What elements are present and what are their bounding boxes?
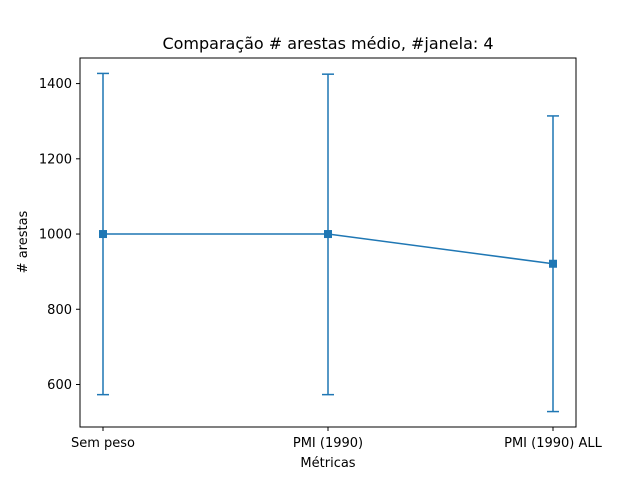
x-tick-label: PMI (1990) ALL: [504, 436, 603, 451]
x-tick-label: Sem peso: [71, 436, 135, 451]
y-tick-label: 1000: [39, 228, 72, 243]
y-tick-label: 1200: [39, 152, 72, 167]
y-tick-label: 800: [47, 303, 72, 318]
data-point: [324, 230, 332, 239]
y-tick-label: 1400: [39, 77, 72, 92]
x-tick-label: PMI (1990): [293, 436, 363, 451]
data-point: [549, 259, 557, 268]
chart-title: Comparação # arestas médio, #janela: 4: [162, 34, 493, 53]
data-point: [99, 230, 107, 239]
x-axis-ticks: Sem peso PMI (1990) PMI (1990) ALL: [71, 427, 603, 451]
y-axis-ticks: 600 800 1000 1200 1400: [39, 77, 80, 393]
y-axis-label: # arestas: [16, 210, 31, 273]
y-tick-label: 600: [47, 378, 72, 393]
x-axis-label: Métricas: [300, 456, 355, 471]
plot-marks: [97, 72, 559, 413]
